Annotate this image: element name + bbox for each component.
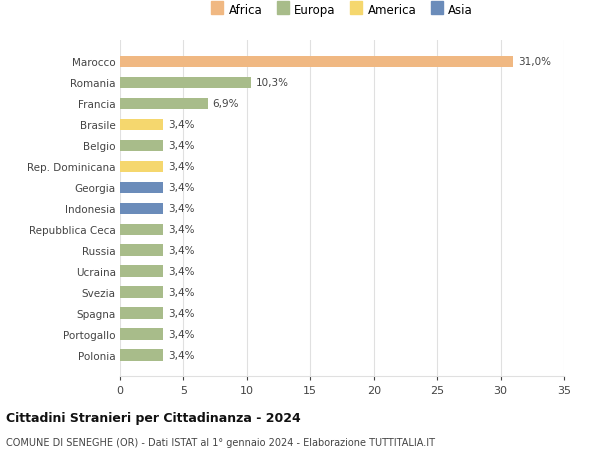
Legend: Africa, Europa, America, Asia: Africa, Europa, America, Asia: [211, 4, 473, 17]
Text: 3,4%: 3,4%: [168, 204, 195, 214]
Bar: [120, 161, 163, 173]
Text: 3,4%: 3,4%: [168, 120, 195, 130]
Bar: [120, 329, 163, 340]
Bar: [120, 56, 513, 68]
Text: 3,4%: 3,4%: [168, 267, 195, 277]
Bar: [120, 287, 163, 298]
Text: 31,0%: 31,0%: [518, 57, 551, 67]
Bar: [120, 182, 163, 194]
Text: 6,9%: 6,9%: [212, 99, 239, 109]
Bar: [120, 350, 163, 361]
Bar: [120, 308, 163, 319]
Text: 3,4%: 3,4%: [168, 183, 195, 193]
Text: 3,4%: 3,4%: [168, 162, 195, 172]
Text: 3,4%: 3,4%: [168, 308, 195, 319]
Text: Cittadini Stranieri per Cittadinanza - 2024: Cittadini Stranieri per Cittadinanza - 2…: [6, 411, 301, 424]
Bar: [120, 140, 163, 152]
Bar: [120, 203, 163, 215]
Text: 3,4%: 3,4%: [168, 350, 195, 360]
Text: 3,4%: 3,4%: [168, 141, 195, 151]
Bar: [120, 266, 163, 277]
Text: COMUNE DI SENEGHE (OR) - Dati ISTAT al 1° gennaio 2024 - Elaborazione TUTTITALIA: COMUNE DI SENEGHE (OR) - Dati ISTAT al 1…: [6, 437, 435, 447]
Bar: [120, 224, 163, 235]
Text: 3,4%: 3,4%: [168, 225, 195, 235]
Bar: [120, 119, 163, 131]
Bar: [120, 78, 251, 89]
Text: 3,4%: 3,4%: [168, 330, 195, 340]
Text: 10,3%: 10,3%: [256, 78, 289, 88]
Text: 3,4%: 3,4%: [168, 246, 195, 256]
Text: 3,4%: 3,4%: [168, 288, 195, 297]
Bar: [120, 98, 208, 110]
Bar: [120, 245, 163, 257]
